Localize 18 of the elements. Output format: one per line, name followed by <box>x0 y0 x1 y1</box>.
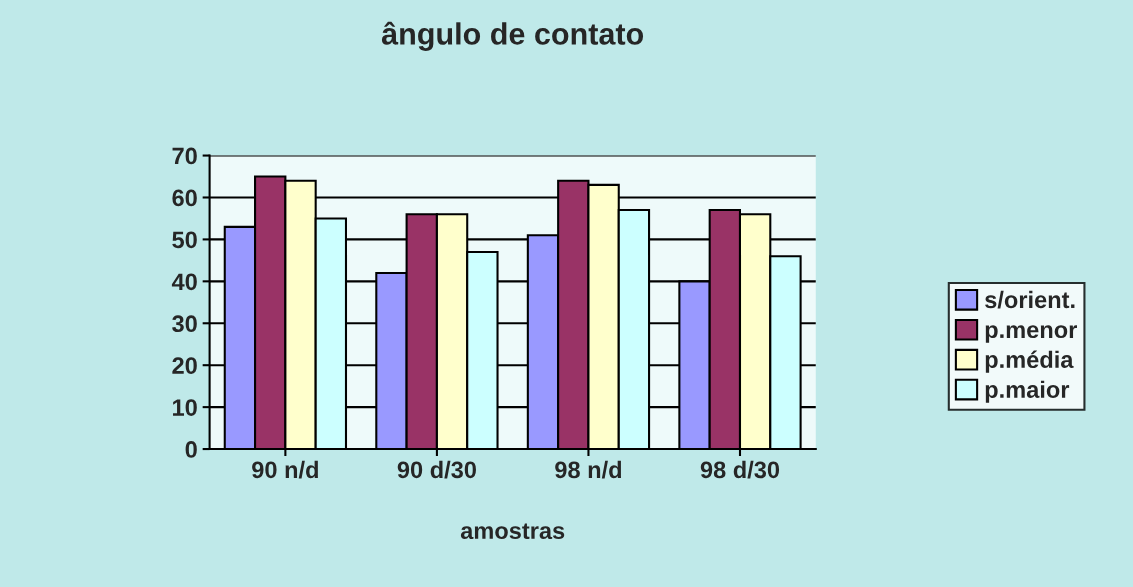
y-tick-label: 40 <box>171 273 197 291</box>
y-tick-label: 60 <box>172 189 197 207</box>
legend-label: p.menor <box>985 325 1077 343</box>
legend-label: s/orient. <box>985 290 1075 309</box>
x-tick-label: 90 d/30 <box>397 460 476 479</box>
y-tick-label: 70 <box>172 147 197 165</box>
y-tick-label: 30 <box>172 315 197 333</box>
y-tick-label: 10 <box>173 399 197 416</box>
x-tick-label: 90 n/d <box>252 460 318 479</box>
y-tick-label: 20 <box>172 357 197 374</box>
x-tick-label: 98 d/30 <box>700 460 780 479</box>
x-axis-title: amostras <box>460 523 565 540</box>
chart-title: ângulo de contato <box>381 21 644 51</box>
y-tick-label: 50 <box>172 231 197 249</box>
x-tick-label: 98 n/d <box>555 460 622 479</box>
legend-label: p.média <box>985 350 1074 373</box>
legend-label: p.maior <box>985 380 1070 403</box>
y-tick-label: 0 <box>185 441 197 458</box>
